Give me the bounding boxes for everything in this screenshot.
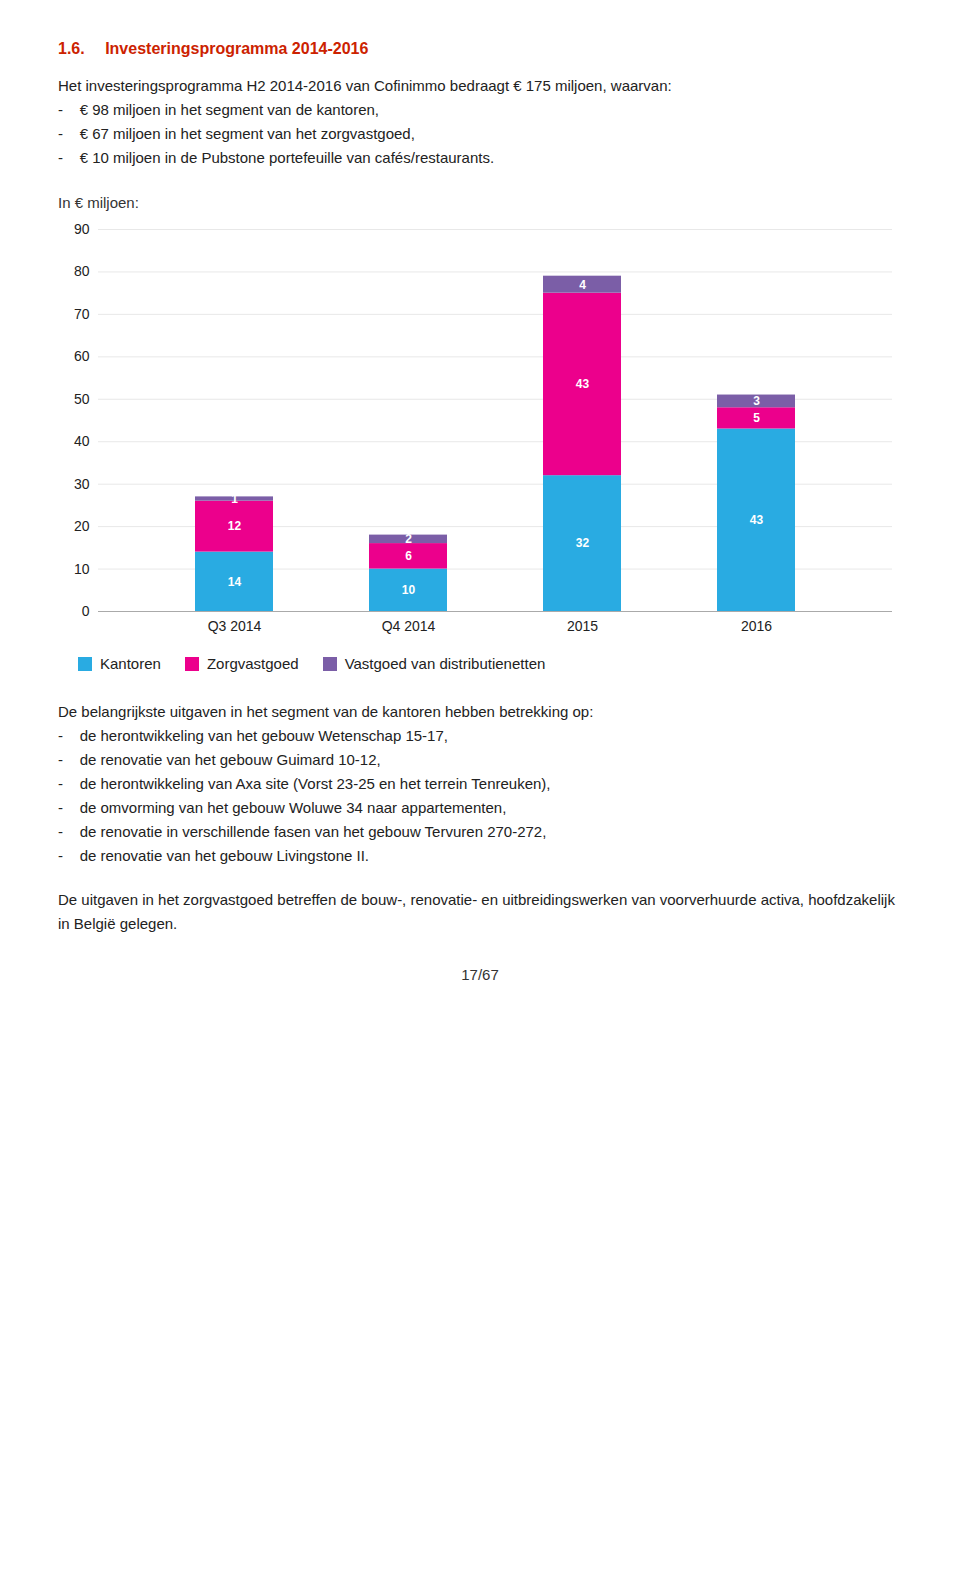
html-text:Zorgvastgoed: Zorgvastgoed [206, 655, 299, 672]
svg-text:50: 50 [74, 391, 90, 407]
svg-text:32: 32 [576, 536, 590, 550]
html-text:17/67: 17/67 [461, 966, 499, 983]
svg-text:5: 5 [753, 411, 760, 425]
html-text:De belangrijkste uitgaven in h: De belangrijkste uitgaven in het segment… [58, 703, 594, 864]
svg-text:40: 40 [74, 433, 90, 449]
svg-text:1: 1 [231, 492, 238, 506]
svg-text:12: 12 [228, 519, 242, 533]
svg-text:3: 3 [753, 394, 760, 408]
svg-text:90: 90 [74, 221, 90, 237]
svg-text:Q3 2014: Q3 2014 [208, 618, 262, 634]
html-text:Vastgoed van distributienetten: Vastgoed van distributienetten [344, 655, 546, 672]
html-text:Het investeringsprogramma H2 2: Het investeringsprogramma H2 2014-2016 v… [58, 77, 672, 166]
svg-text:14: 14 [228, 575, 242, 589]
html-text:In € miljoen:: In € miljoen: [58, 194, 139, 211]
html-text:1.6. Investeringsprogramma 201: 1.6. Investeringsprogramma 2014-2016 [58, 40, 369, 57]
html-text:Kantoren: Kantoren [100, 655, 161, 672]
svg-text:10: 10 [74, 561, 90, 577]
svg-text:30: 30 [74, 476, 90, 492]
svg-text:Q4 2014: Q4 2014 [382, 618, 436, 634]
svg-text:20: 20 [74, 518, 90, 534]
html-text:De uitgaven in het zorgvastgoe: De uitgaven in het zorgvastgoed betreffe… [58, 891, 900, 932]
svg-text:4: 4 [579, 278, 586, 292]
svg-text:2: 2 [405, 532, 412, 546]
svg-text:60: 60 [74, 348, 90, 364]
svg-text:43: 43 [750, 513, 764, 527]
svg-text:0: 0 [82, 603, 90, 619]
svg-text:43: 43 [576, 377, 590, 391]
svg-text:2016: 2016 [741, 618, 772, 634]
svg-text:80: 80 [74, 263, 90, 279]
svg-text:70: 70 [74, 306, 90, 322]
svg-text:6: 6 [405, 549, 412, 563]
svg-text:2015: 2015 [567, 618, 598, 634]
svg-text:10: 10 [402, 583, 416, 597]
